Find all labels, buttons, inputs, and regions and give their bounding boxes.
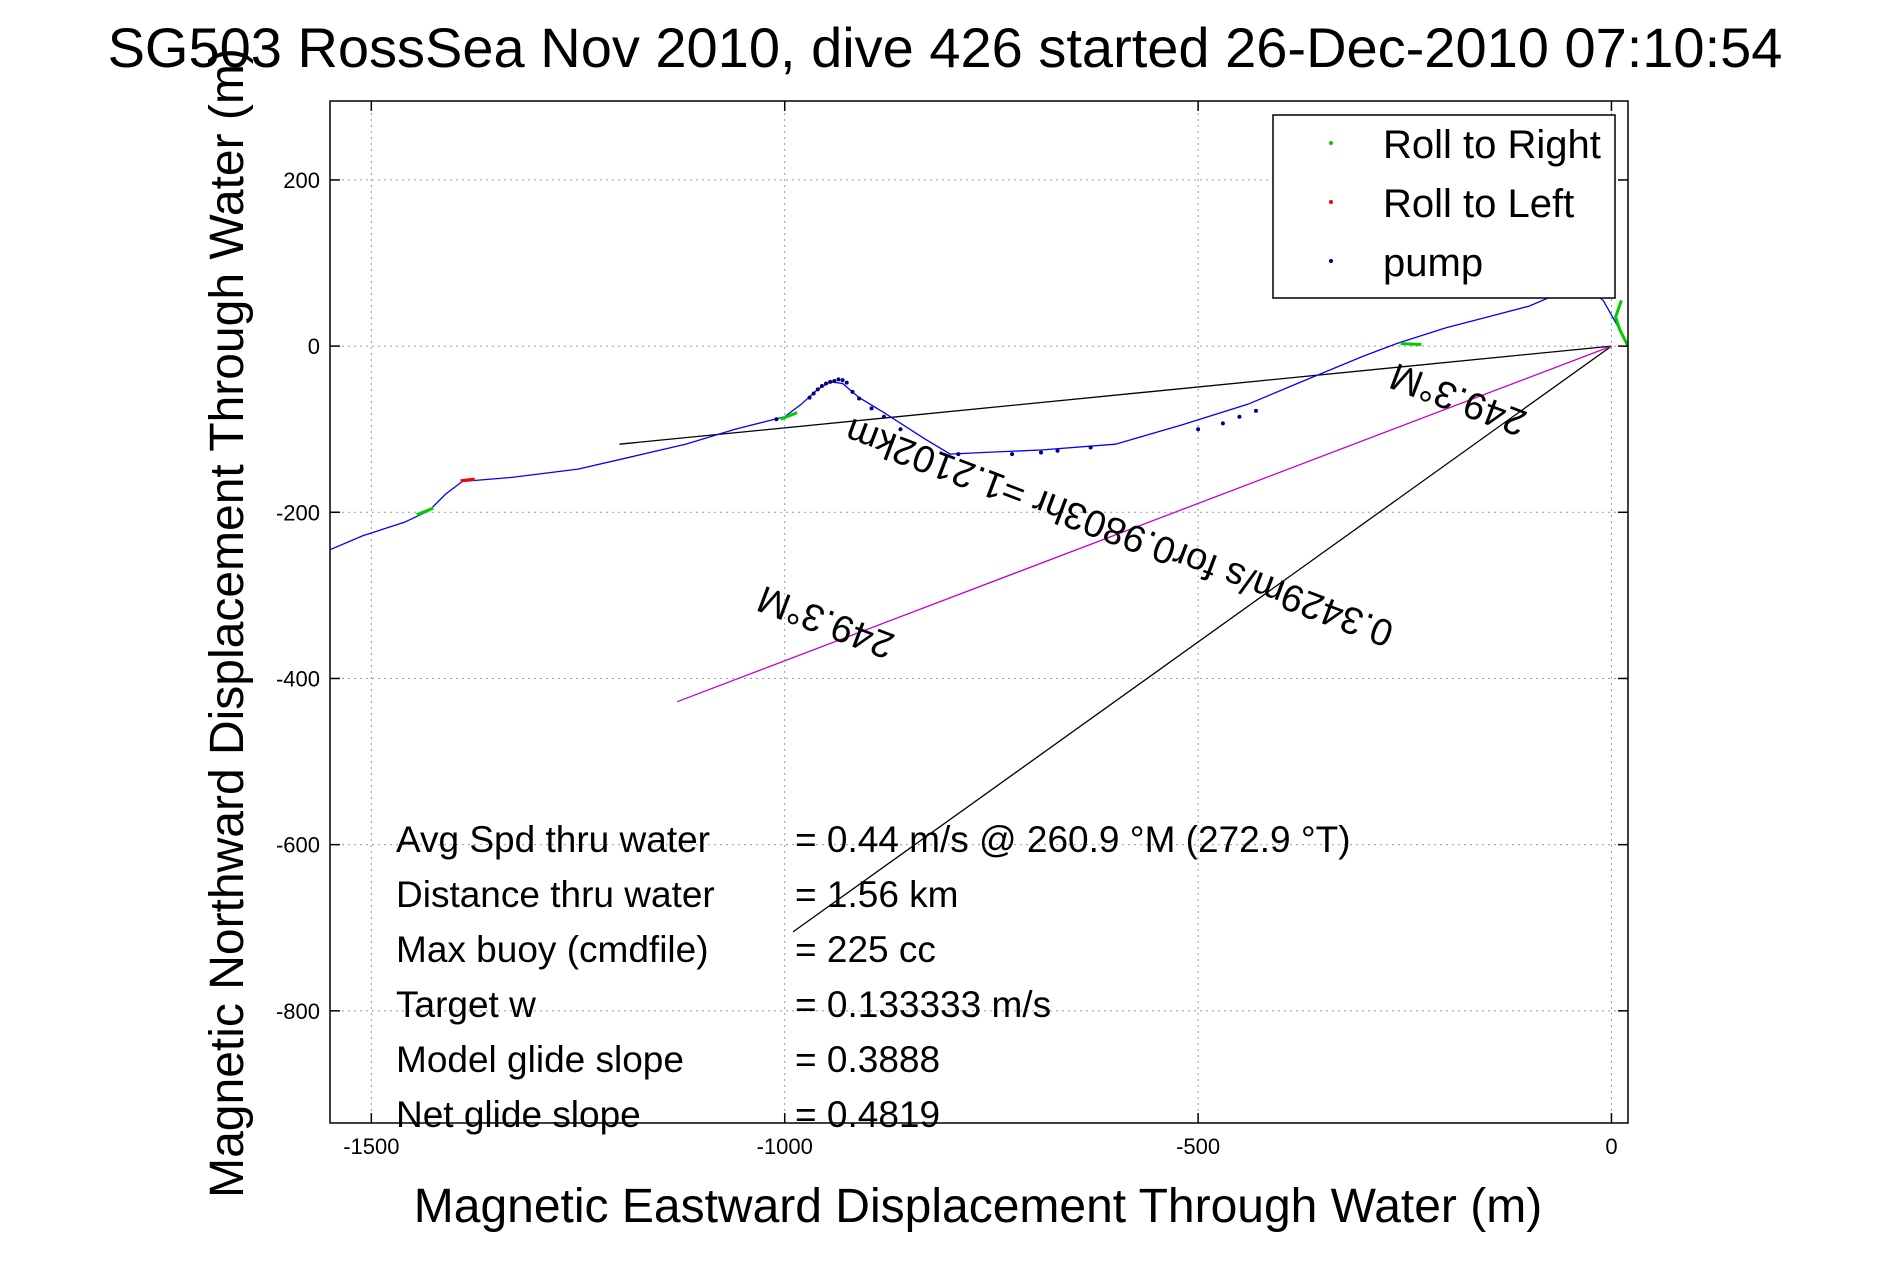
x-tick-label: -1000 bbox=[757, 1134, 813, 1159]
stat-value: = 0.44 m/s @ 260.9 °M (272.9 °T) bbox=[795, 819, 1351, 860]
pump-point bbox=[840, 378, 845, 383]
legend-marker bbox=[1329, 259, 1333, 263]
x-axis-label: Magnetic Eastward Displacement Through W… bbox=[414, 1180, 1542, 1233]
dive-track-line bbox=[330, 287, 1628, 551]
pump-point bbox=[836, 377, 841, 382]
x-tick-label: 0 bbox=[1605, 1134, 1617, 1159]
legend-marker bbox=[1329, 200, 1333, 204]
legend-entry: Roll to Right bbox=[1383, 123, 1601, 167]
stat-label: Avg Spd thru water bbox=[396, 819, 710, 860]
pump-point bbox=[1055, 448, 1060, 453]
y-tick-label: -800 bbox=[276, 999, 320, 1024]
roll-left-segment bbox=[460, 477, 475, 483]
legend-entry: pump bbox=[1383, 241, 1483, 285]
current-line bbox=[676, 345, 1612, 703]
axis-ticks: -1500 -1000 -500 0 200 0 -200 -400 -600 -800 bbox=[276, 101, 1628, 1159]
pump-point bbox=[869, 406, 874, 411]
plot-frame bbox=[329, 100, 1629, 1124]
pump-point bbox=[774, 417, 779, 422]
y-tick-label: 0 bbox=[308, 334, 320, 359]
chart-title: SG503 RossSea Nov 2010, dive 426 started… bbox=[108, 16, 1783, 79]
pump-point bbox=[828, 379, 833, 384]
stat-label: Model glide slope bbox=[396, 1039, 684, 1080]
y-tick-label: -600 bbox=[276, 833, 320, 858]
waypoint-line bbox=[792, 345, 1612, 933]
pump-point bbox=[807, 395, 812, 400]
pump-point bbox=[1237, 414, 1242, 419]
y-axis-label: Magnetic Northward Displacement Through … bbox=[201, 48, 254, 1198]
stat-value: = 1.56 km bbox=[795, 874, 959, 915]
pump-point bbox=[881, 414, 886, 419]
pump-point bbox=[1039, 450, 1044, 455]
pump-point bbox=[1088, 445, 1093, 450]
legend-entry: Roll to Left bbox=[1383, 182, 1574, 226]
stat-value: = 225 cc bbox=[795, 929, 936, 970]
legend: Roll to Right Roll to Left pump bbox=[1272, 114, 1616, 299]
pump-point bbox=[1220, 421, 1225, 426]
pump-point bbox=[1010, 452, 1015, 457]
heading-line bbox=[619, 345, 1612, 445]
stat-label: Target w bbox=[396, 984, 536, 1025]
vector-annotation: 249.3°M bbox=[1385, 354, 1533, 443]
stats-panel: Avg Spd thru water = 0.44 m/s @ 260.9 °M … bbox=[396, 819, 1351, 1135]
roll-right-segment bbox=[1400, 342, 1422, 346]
pump-point bbox=[956, 452, 961, 457]
roll-right-segment bbox=[416, 506, 434, 517]
pump-point bbox=[898, 427, 903, 432]
pump-point bbox=[815, 387, 820, 392]
x-tick-label: -1500 bbox=[343, 1134, 399, 1159]
legend-box bbox=[1272, 114, 1616, 299]
y-tick-label: -200 bbox=[276, 500, 320, 525]
y-tick-label: 200 bbox=[283, 168, 320, 193]
pump-point bbox=[824, 381, 829, 386]
stat-label: Distance thru water bbox=[396, 874, 715, 915]
roll-right-segment bbox=[1614, 299, 1628, 347]
roll-right-segment bbox=[780, 411, 798, 421]
vector-annotation: 0.3429m/s for0.9803hr =1.2102km bbox=[840, 409, 1399, 654]
x-tick-label: -500 bbox=[1176, 1134, 1220, 1159]
legend-marker bbox=[1329, 141, 1333, 145]
stat-value: = 0.4819 bbox=[795, 1094, 940, 1135]
pump-point bbox=[819, 383, 824, 388]
pump-point bbox=[1196, 427, 1201, 432]
pump-point bbox=[1253, 408, 1258, 413]
stat-value: = 0.133333 m/s bbox=[795, 984, 1051, 1025]
pump-point bbox=[844, 380, 849, 385]
pump-point bbox=[857, 396, 862, 401]
pump-point bbox=[811, 391, 816, 396]
stat-label: Net glide slope bbox=[396, 1094, 641, 1135]
stat-value: = 0.3888 bbox=[795, 1039, 940, 1080]
stat-label: Max buoy (cmdfile) bbox=[396, 929, 709, 970]
vector-annotation: 249.3°M bbox=[752, 577, 900, 666]
y-tick-label: -400 bbox=[276, 666, 320, 691]
pump-point bbox=[832, 379, 837, 384]
pump-point bbox=[850, 389, 855, 394]
